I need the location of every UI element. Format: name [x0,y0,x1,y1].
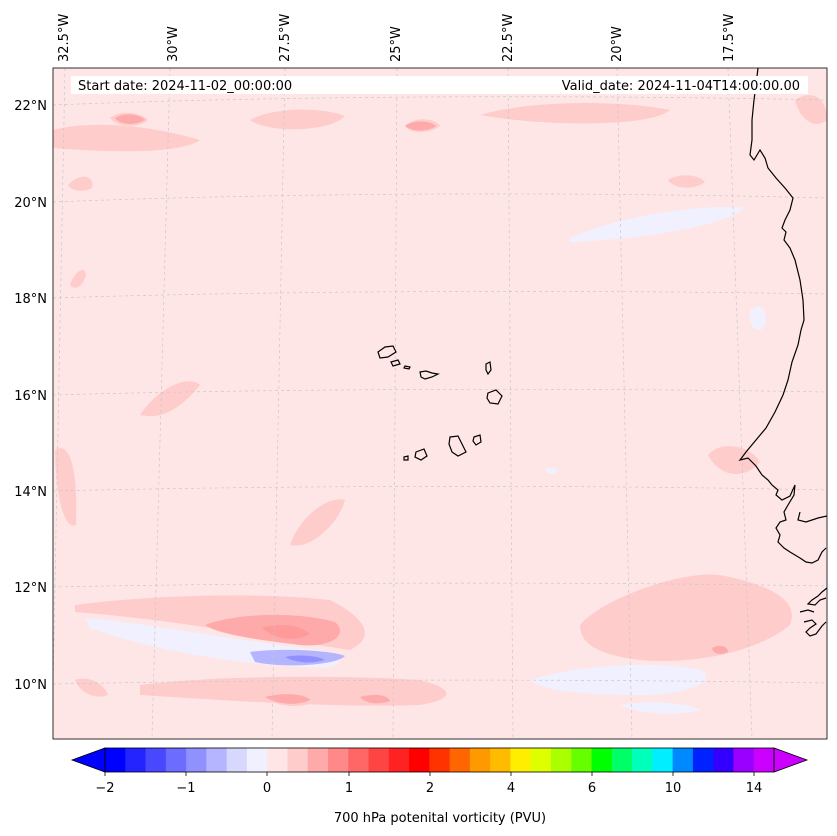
lon-label: 27.5°W [278,14,293,62]
colorbar-swatch [530,748,552,772]
lat-label: 22°N [14,99,47,114]
colorbar-swatch [551,748,572,772]
lat-label: 18°N [14,292,47,307]
cape-verde-islands [377,345,503,461]
lon-label: 32.5°W [57,14,72,62]
colorbar-tick-label: 10 [665,781,682,796]
valid-date-label: Valid_date: 2024-11-04T14:00:00.00 [562,79,800,94]
latitude-labels: 22°N 20°N 18°N 16°N 14°N 12°N 10°N [14,99,47,693]
lat-label: 14°N [14,485,47,500]
colorbar-ticks [104,772,755,776]
gridlines [53,68,827,739]
info-bar [71,76,808,94]
lon-label: 30°W [166,26,181,62]
colorbar-swatch [652,748,674,772]
colorbar-extend-left [70,747,106,773]
colorbar-swatch [368,748,390,772]
colorbar-swatch [510,748,532,772]
colorbar-tick-label: 0 [263,781,271,796]
colorbar-swatch [145,748,167,772]
colorbar-frame [104,747,775,773]
colorbar-tick-label: 4 [507,781,515,796]
colorbar-swatch [348,748,370,772]
colorbar-swatch [125,748,147,772]
colorbar-swatch [571,748,593,772]
colorbar: −2 −1 0 1 2 4 6 10 14 700 hPa potenital … [70,747,809,826]
colorbar-tick-label: 14 [746,781,763,796]
colorbar-swatch [206,748,228,772]
colorbar-swatch [733,748,755,772]
colorbar-swatch [692,748,714,772]
colorbar-swatch [409,748,430,772]
colorbar-swatch [469,748,491,772]
colorbar-swatches [105,748,775,772]
colorbar-swatch [165,748,187,772]
colorbar-swatch [226,748,248,772]
coastline-africa [738,68,827,637]
colorbar-swatch [287,748,309,772]
longitude-labels: 32.5°W 30°W 27.5°W 25°W 22.5°W 20°W 17.5… [57,14,737,62]
colorbar-swatch [307,748,329,772]
map-frame [52,67,828,740]
colorbar-swatch [591,748,613,772]
colorbar-swatch [105,748,126,772]
colorbar-swatch [449,748,471,772]
map-panel[interactable] [52,68,827,739]
lat-label: 16°N [14,389,47,404]
colorbar-title: 700 hPa potenital vorticity (PVU) [334,811,546,826]
colorbar-swatch [186,748,207,772]
colorbar-swatch [753,748,775,772]
colorbar-swatch [429,748,451,772]
lat-label: 12°N [14,581,47,596]
colorbar-swatch [632,748,653,772]
colorbar-swatch [490,748,512,772]
colorbar-tick-label: −2 [95,781,114,796]
lon-label: 25°W [389,26,404,62]
pv-positive-strong [115,114,728,704]
colorbar-tick-label: 2 [426,781,434,796]
start-date-label: Start date: 2024-11-02_00:00:00 [78,79,292,94]
lon-label: 22.5°W [501,14,516,62]
lat-label: 10°N [14,678,47,693]
lat-label: 20°N [14,196,47,211]
colorbar-tick-label: 1 [345,781,353,796]
colorbar-extend-right [773,747,809,773]
colorbar-swatch [246,748,268,772]
colorbar-tick-label: 6 [588,781,596,796]
lon-label: 17.5°W [722,14,737,62]
colorbar-swatch [388,748,410,772]
colorbar-swatch [713,748,735,772]
colorbar-tick-label: −1 [176,781,195,796]
colorbar-swatch [267,748,289,772]
colorbar-swatch [611,748,633,772]
colorbar-swatch [328,748,349,772]
lon-label: 20°W [610,26,625,62]
colorbar-swatch [672,748,694,772]
